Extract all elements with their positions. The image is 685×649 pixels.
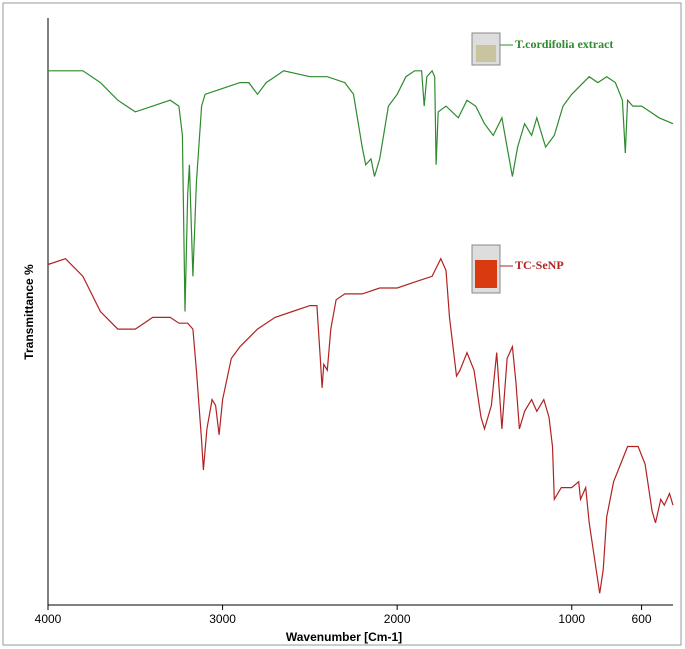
x-tick-label: 3000 [209,612,236,626]
vial-red [471,244,501,294]
legend-label: TC-SeNP [515,258,564,272]
legend-label: T.cordifolia extract [515,37,613,51]
x-tick-label: 4000 [35,612,62,626]
x-axis-label: Wavenumber [Cm-1] [286,630,402,644]
x-tick-label: 600 [632,612,652,626]
spectrum-line [48,69,674,312]
spectrum-line [47,257,674,594]
x-tick-label: 1000 [558,612,585,626]
y-axis-label: Transmittance % [22,264,36,360]
x-tick-label: 2000 [384,612,411,626]
vial-green [471,32,501,66]
